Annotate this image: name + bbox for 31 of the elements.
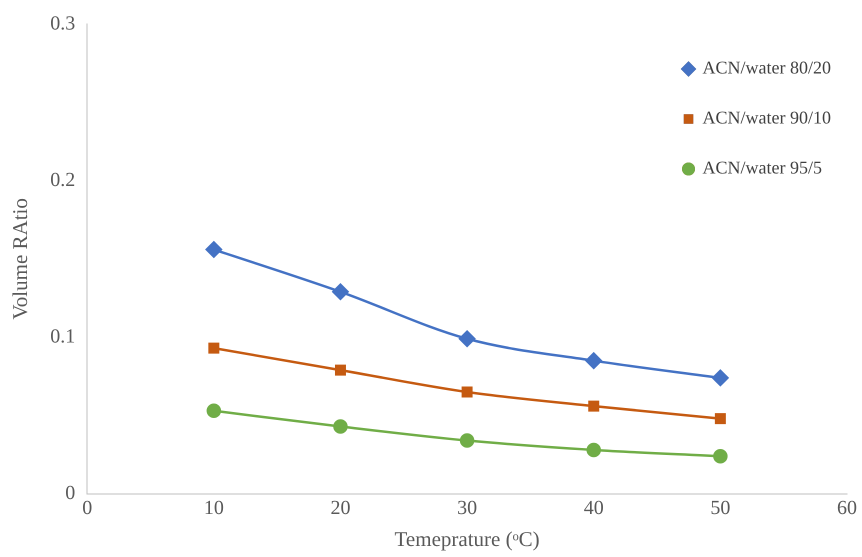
y-tick-label: 0.1	[50, 325, 76, 348]
point	[586, 442, 601, 458]
x-tick-label: 20	[330, 497, 350, 520]
point	[588, 400, 600, 412]
point	[462, 386, 473, 398]
point	[713, 448, 728, 464]
x-tick-label: 10	[204, 497, 224, 520]
legend-label: ACN/water 80/20	[702, 58, 832, 78]
point	[712, 370, 729, 386]
point	[585, 352, 602, 369]
legend-label: ACN/water 95/5	[702, 158, 822, 178]
x-tick-label: 60	[837, 497, 857, 520]
point	[460, 433, 474, 448]
x-tick-label: 40	[584, 497, 604, 520]
point	[334, 364, 346, 376]
x-axis-title: Temeprature (ᵒC)	[394, 526, 540, 551]
y-axis-title: Volume RAtio	[8, 198, 32, 320]
y-tick-label: 0	[65, 482, 76, 504]
point	[208, 342, 220, 354]
legend-label: ACN/water 90/10	[702, 108, 832, 128]
point	[206, 241, 222, 258]
point	[333, 419, 348, 434]
x-tick-label: 30	[457, 497, 478, 520]
y-tick-label: 0.3	[50, 12, 76, 34]
point	[714, 413, 726, 424]
x-tick-label: 50	[710, 497, 730, 520]
point	[458, 330, 476, 348]
y-tick-label: 0.2	[50, 168, 76, 191]
x-tick-label: 0	[82, 497, 92, 520]
point	[332, 284, 349, 300]
point	[206, 404, 222, 418]
